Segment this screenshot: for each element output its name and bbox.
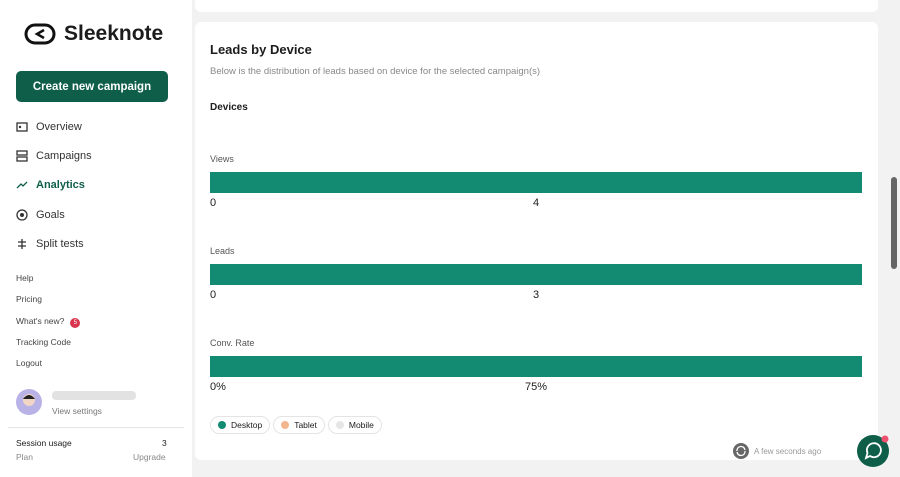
link-label: Tracking Code	[16, 336, 71, 347]
create-button[interactable]: Create new campaign	[16, 71, 168, 102]
nav-icon	[16, 150, 28, 162]
sidebar-link[interactable]: What's new? 5	[16, 315, 81, 328]
legend-dot	[281, 421, 290, 429]
blurred-name	[52, 391, 136, 400]
card	[195, 0, 878, 12]
session-count: 3	[162, 438, 167, 448]
scrollbar[interactable]	[891, 177, 897, 269]
brand: Sleeknote	[64, 22, 164, 45]
logo[interactable]: Sleeknote	[24, 22, 163, 46]
logo-icon	[24, 23, 56, 45]
sidebar-link[interactable]: Tracking Code	[16, 337, 71, 347]
legend-dot	[335, 421, 344, 429]
nav-item[interactable]: Campaigns	[16, 150, 92, 162]
link-label: Logout	[16, 358, 42, 369]
nav-label: Analytics	[36, 179, 85, 192]
nav-icon	[16, 181, 28, 189]
legend-label: Tablet	[294, 420, 317, 430]
legend: Desktop Tablet Mobile	[210, 416, 385, 434]
device-chart: Views 0 4	[210, 152, 862, 212]
nav-label: Goals	[36, 208, 65, 221]
tick-label: 0	[210, 289, 217, 301]
tick-label: 3	[532, 289, 540, 301]
upgrade[interactable]: Upgrade	[133, 452, 166, 462]
divider	[8, 427, 184, 428]
nav-icon	[16, 208, 28, 221]
sidebar: Sleeknote Create new campaign View setti…	[0, 0, 192, 477]
device-chart: Leads 0 3	[210, 244, 862, 304]
section-title: Devices	[210, 102, 248, 113]
legend-item[interactable]: Tablet	[273, 416, 325, 434]
legend-item[interactable]: Mobile	[327, 416, 382, 434]
tick-label: 75%	[524, 381, 548, 393]
legend-label: Desktop	[231, 420, 263, 430]
link-label: Help	[16, 273, 34, 283]
bar	[210, 264, 862, 285]
nav-label: Overview	[36, 121, 82, 133]
card-subtitle: Below is the distribution of leads based…	[210, 66, 541, 77]
sidebar-link[interactable]: Logout	[16, 358, 42, 368]
nav-item[interactable]: Overview	[16, 121, 82, 133]
card-title: Leads by Device	[210, 42, 312, 57]
tick-label: 4	[532, 197, 540, 209]
session-label: Session usage	[16, 438, 72, 448]
legend-item[interactable]: Desktop	[210, 416, 271, 434]
device-chart: Conv. Rate 0% 75%	[210, 336, 862, 396]
nav-label: Campaigns	[36, 150, 92, 163]
sidebar-link[interactable]: Pricing	[16, 294, 42, 304]
nav-item[interactable]: Analytics	[16, 179, 85, 191]
nav-item[interactable]: Split tests	[16, 238, 84, 250]
nav-item[interactable]: Goals	[16, 209, 65, 221]
avatar[interactable]	[16, 389, 42, 415]
chart-label: Conv. Rate	[210, 338, 255, 348]
badge: 5	[70, 317, 81, 328]
link-label: Pricing	[16, 294, 42, 305]
bar	[210, 356, 862, 377]
tick-label: 0%	[210, 381, 226, 393]
chart-label: Views	[210, 154, 234, 164]
nav-icon	[16, 122, 28, 132]
plan: Plan	[16, 452, 34, 462]
nav-label: Split tests	[36, 237, 84, 250]
sidebar-link[interactable]: Help	[16, 273, 33, 283]
tick-label: 0	[210, 197, 217, 209]
link-label: What's new?	[16, 315, 65, 326]
timestamp: A few seconds ago	[754, 446, 822, 456]
bar	[210, 172, 862, 193]
view-settings[interactable]: View settings	[52, 406, 102, 416]
legend-label: Mobile	[348, 420, 374, 430]
chart-label: Leads	[210, 246, 235, 256]
card: Leads by Device Below is the distributio…	[195, 22, 878, 460]
legend-dot	[218, 421, 226, 429]
nav-icon	[18, 238, 26, 249]
sync-icon	[733, 443, 749, 459]
sync-status: A few seconds ago	[733, 443, 821, 459]
chat-button[interactable]	[856, 434, 890, 468]
